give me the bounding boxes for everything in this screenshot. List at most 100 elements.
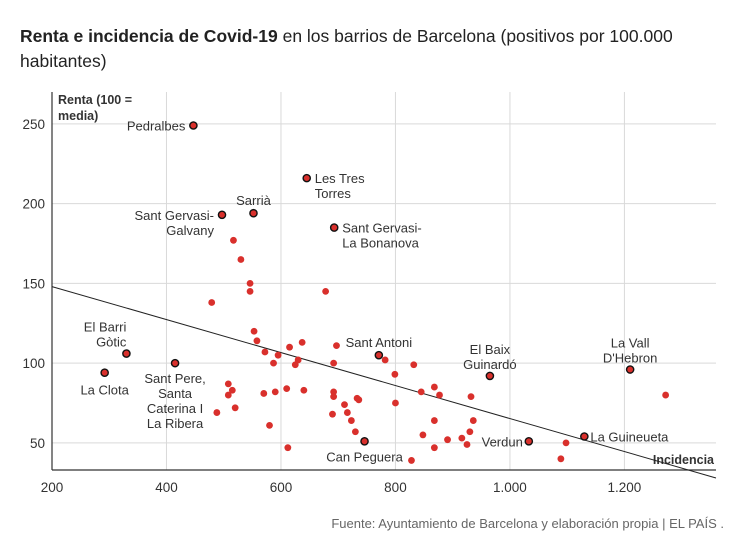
data-point <box>467 393 475 401</box>
data-point <box>410 361 418 369</box>
labeled-data-point <box>302 173 312 183</box>
data-point <box>230 236 237 244</box>
data-point <box>298 339 306 346</box>
labeled-data-point <box>217 210 227 220</box>
point-label: El Barri <box>84 320 127 335</box>
data-point <box>351 428 359 436</box>
data-point <box>253 337 261 345</box>
point-label: La Clota <box>80 383 129 398</box>
data-point <box>436 391 443 399</box>
point-label: D'Hebron <box>603 351 658 366</box>
labeled-data-point <box>360 436 369 446</box>
labeled-data-point <box>189 121 198 130</box>
source-note: Fuente: Ayuntamiento de Barcelona y elab… <box>331 516 724 531</box>
data-point <box>224 380 232 388</box>
point-label: Guinardó <box>463 357 516 372</box>
point-label: Pedralbes <box>127 118 186 133</box>
data-point <box>557 455 565 463</box>
data-point <box>417 388 425 396</box>
point-label: Caterina I <box>147 401 203 416</box>
data-point <box>246 279 254 287</box>
data-point <box>322 287 330 295</box>
data-point <box>266 421 273 429</box>
x-axis-label: Incidencia <box>653 453 715 467</box>
chart-title-rest: en los barrios de Barcelona (positivos p… <box>20 26 673 71</box>
point-label: Sant Gervasi- <box>135 208 214 223</box>
data-point <box>469 417 477 424</box>
data-point <box>329 410 336 418</box>
labeled-data-point <box>485 371 495 381</box>
data-point <box>260 390 268 397</box>
data-point <box>250 327 258 335</box>
data-point <box>228 386 236 394</box>
data-point <box>662 391 670 399</box>
chart-title-bold: Renta e incidencia de Covid-19 <box>20 26 278 46</box>
labeled-data-point <box>170 358 180 368</box>
data-point <box>283 385 291 393</box>
y-tick-label: 250 <box>22 117 45 132</box>
labeled-data-point <box>374 350 384 360</box>
point-label: Santa <box>158 386 193 401</box>
data-point <box>208 299 216 306</box>
point-label: Torres <box>315 186 352 201</box>
x-tick-label: 1.200 <box>608 480 642 495</box>
data-point <box>562 439 570 447</box>
data-point <box>391 370 399 378</box>
data-point <box>392 399 399 407</box>
data-point <box>237 256 245 263</box>
data-point <box>419 431 427 439</box>
point-label: Sant Antoni <box>346 335 413 350</box>
x-tick-label: 400 <box>155 480 178 495</box>
point-label: Sarrià <box>236 193 271 208</box>
data-point <box>341 401 348 409</box>
point-label: Gòtic <box>96 335 127 350</box>
data-point <box>231 404 239 412</box>
x-tick-label: 1.000 <box>493 480 527 495</box>
point-label: El Baix <box>470 342 511 357</box>
point-label: Les Tres <box>315 171 365 186</box>
data-point <box>343 409 351 416</box>
data-point <box>355 396 363 404</box>
labeled-data-point <box>625 365 635 374</box>
data-point <box>300 386 308 394</box>
data-point <box>213 409 221 416</box>
data-point <box>463 441 471 448</box>
data-point <box>466 428 474 436</box>
point-label: Can Peguera <box>326 449 403 464</box>
labeled-data-point <box>329 223 339 232</box>
labeled-data-point <box>122 349 131 358</box>
point-label: La Ribera <box>147 416 204 431</box>
y-tick-label: 100 <box>22 356 45 371</box>
x-tick-label: 800 <box>384 480 407 495</box>
data-point <box>270 359 277 367</box>
data-point <box>271 388 279 396</box>
point-label: La Guineueta <box>590 430 669 445</box>
point-label: Sant Gervasi- <box>342 221 421 236</box>
y-tick-label: 150 <box>22 276 45 291</box>
x-tick-label: 600 <box>270 480 293 495</box>
x-tick-label: 200 <box>41 480 64 495</box>
data-point <box>274 351 282 359</box>
trend-line <box>51 286 717 479</box>
chart-title: Renta e incidencia de Covid-19 en los ba… <box>20 24 710 74</box>
point-label: Sant Pere, <box>144 371 205 386</box>
data-point <box>330 359 338 367</box>
data-point <box>333 342 340 349</box>
y-tick-label: 50 <box>30 436 45 451</box>
y-axis-label: media) <box>58 109 98 123</box>
labeled-data-point <box>580 432 589 441</box>
y-tick-label: 200 <box>22 197 45 212</box>
y-axis-label: Renta (100 = <box>58 93 132 107</box>
data-point <box>294 356 302 364</box>
point-label: La Vall <box>611 336 650 351</box>
data-point <box>330 393 338 401</box>
data-point <box>286 343 293 351</box>
point-label: Galvany <box>166 223 214 238</box>
data-point <box>347 417 355 424</box>
data-point <box>458 434 466 442</box>
data-point <box>330 388 338 396</box>
data-point <box>408 457 415 464</box>
data-point <box>444 436 451 444</box>
data-point <box>261 348 269 356</box>
